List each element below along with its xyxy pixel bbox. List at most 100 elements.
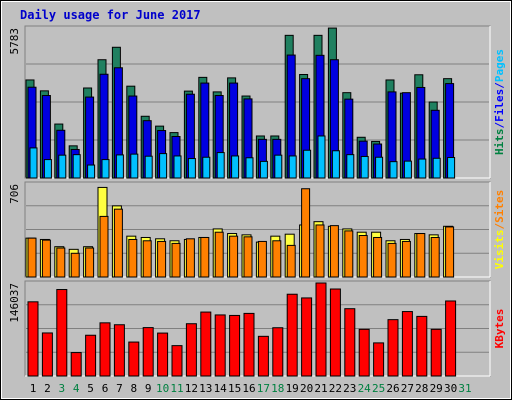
bar (418, 158, 427, 179)
bar (432, 157, 441, 179)
legend-entry: Hits (493, 129, 506, 156)
day-tick-label: 13 (199, 382, 212, 395)
series-legend: KBytes (493, 309, 506, 349)
day-tick-label: 19 (286, 382, 299, 395)
series-2 (27, 54, 455, 179)
bar (303, 149, 312, 179)
series-legend: Visits/Sites (493, 190, 506, 270)
bar (27, 301, 39, 377)
bar (401, 240, 411, 278)
bar (185, 238, 195, 278)
legend-entry: Files (493, 89, 506, 122)
series-2 (27, 188, 455, 278)
bar (430, 328, 442, 377)
bar (416, 315, 428, 377)
day-tick-label: 5 (87, 382, 94, 395)
day-tick-label: 30 (444, 382, 457, 395)
legend-entry: KBytes (493, 309, 506, 349)
day-tick-label: 11 (170, 382, 183, 395)
bar (229, 235, 239, 278)
bar (130, 153, 139, 179)
day-tick-label: 12 (185, 382, 198, 395)
day-tick-label: 28 (415, 382, 428, 395)
bar (56, 289, 68, 377)
day-tick-label: 17 (257, 382, 270, 395)
bar (243, 312, 255, 377)
bar (259, 160, 268, 179)
bar (128, 238, 138, 278)
bar (315, 224, 325, 278)
bar (87, 164, 96, 179)
y-max-label: 5783 (8, 28, 21, 55)
day-tick-label: 18 (271, 382, 284, 395)
bar (58, 154, 67, 179)
bar (329, 225, 339, 278)
day-tick-label: 23 (343, 382, 356, 395)
bar (187, 158, 196, 179)
bar (27, 237, 37, 278)
bar (85, 334, 97, 377)
bar (29, 147, 38, 179)
bar (344, 230, 354, 278)
bar (200, 236, 210, 278)
series-1 (27, 282, 457, 377)
legend-entry: / (493, 223, 506, 230)
bar (142, 240, 152, 278)
day-tick-label: 1 (30, 382, 37, 395)
day-tick-label: 25 (372, 382, 385, 395)
bar (389, 161, 398, 179)
bar (157, 332, 169, 377)
legend-entry: Pages (493, 49, 506, 82)
bar (301, 297, 313, 377)
bar (113, 324, 125, 377)
bar (202, 156, 211, 179)
legend-entry: Sites (493, 190, 506, 223)
bar (286, 293, 298, 377)
bar (272, 327, 284, 377)
panel-3: 146037 KBytes (8, 280, 506, 377)
bar (56, 247, 66, 278)
day-tick-label: 7 (116, 382, 123, 395)
y-max-label: 146037 (8, 283, 21, 323)
bar (200, 311, 212, 377)
day-tick-label: 2 (44, 382, 51, 395)
bar (115, 154, 124, 179)
chart-title: Daily usage for June 2017 (20, 8, 201, 22)
bar (245, 157, 254, 179)
bar (101, 159, 110, 179)
bar (216, 152, 225, 179)
bar (373, 236, 383, 278)
bar (171, 345, 183, 377)
bar (403, 160, 412, 179)
x-axis: 1 2 3 4 5 6 7 8 9 10 11 12 13 14 15 16 17 18 19 20 21 22 23 24 2… (30, 382, 472, 395)
bar (329, 288, 341, 377)
bar (288, 155, 297, 179)
bar (214, 314, 226, 377)
day-tick-label: 16 (242, 382, 255, 395)
bar (43, 159, 52, 179)
day-tick-label: 6 (102, 382, 109, 395)
day-tick-label: 3 (58, 382, 65, 395)
bar (185, 323, 197, 377)
bar (99, 215, 109, 278)
bar (315, 282, 327, 377)
series-3 (29, 135, 456, 179)
bar (447, 157, 456, 179)
bar (416, 233, 426, 278)
bar (257, 335, 269, 377)
bar (286, 244, 296, 278)
bar (85, 247, 95, 278)
bar (358, 235, 368, 278)
bar (375, 156, 384, 179)
bar (373, 342, 385, 377)
bar (317, 135, 326, 179)
bar (257, 240, 267, 278)
bar (272, 240, 282, 278)
day-tick-label: 26 (386, 382, 399, 395)
day-tick-label: 4 (73, 382, 80, 395)
day-tick-label: 15 (228, 382, 241, 395)
bar (159, 153, 168, 179)
